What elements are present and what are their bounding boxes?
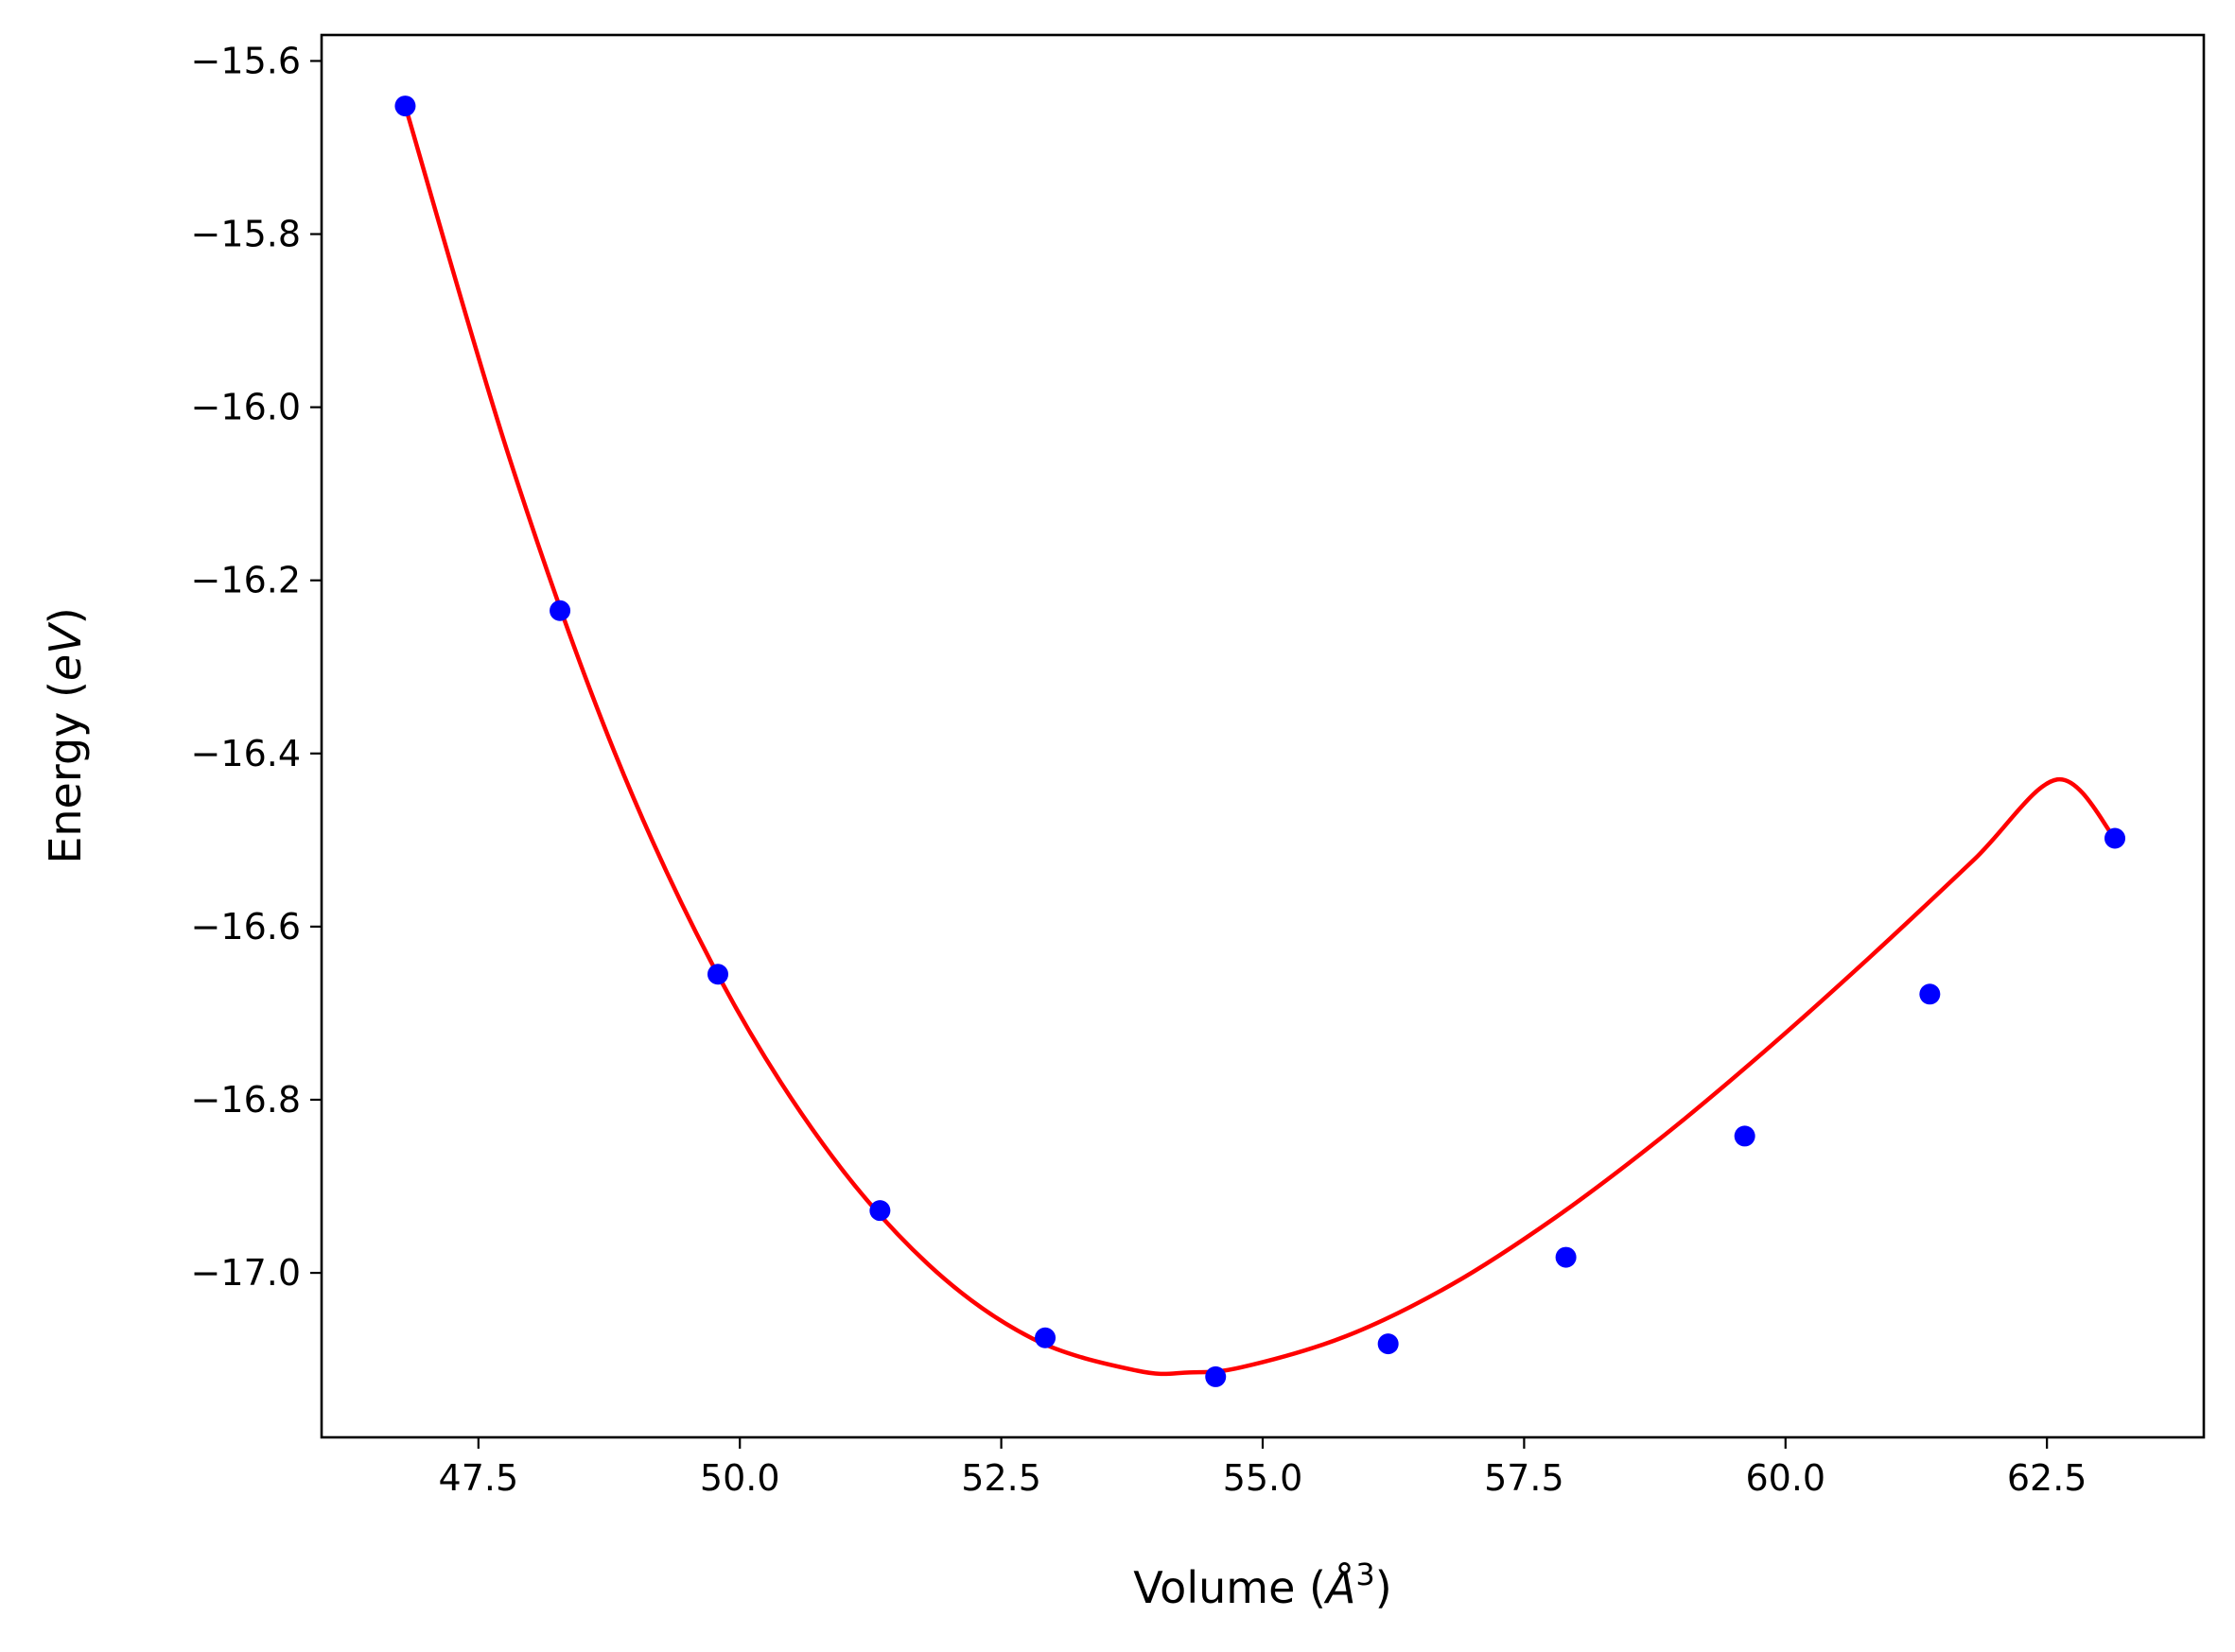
fit-curve-line: [403, 105, 2117, 1377]
y-tick-label: −16.2: [191, 560, 301, 601]
x-tick-label: 62.5: [2007, 1457, 2087, 1499]
y-tick-label: −16.4: [191, 733, 301, 774]
data-point: [550, 600, 571, 621]
axes-frame: [320, 33, 2206, 1439]
data-point: [1734, 1125, 1755, 1147]
x-tick-label: 52.5: [961, 1457, 1041, 1499]
y-tick-label: −15.6: [191, 40, 301, 81]
data-point: [1377, 1333, 1399, 1355]
x-tick-label: 60.0: [1745, 1457, 1825, 1499]
data-point: [1035, 1327, 1056, 1348]
y-axis-ticks: −15.6 −15.8 −16.0 −16.2 −16.4 −16.6 −16.8 −17.0: [191, 40, 322, 1294]
y-tick-label: −16.8: [191, 1079, 301, 1121]
y-tick-label: −16.6: [191, 906, 301, 948]
y-tick-label: −15.8: [191, 214, 301, 255]
data-point: [1555, 1246, 1577, 1268]
data-point: [2104, 827, 2126, 849]
data-point: [394, 96, 416, 117]
plot-area: [394, 96, 2126, 1387]
data-point: [1205, 1365, 1227, 1387]
x-tick-label: 57.5: [1484, 1457, 1564, 1499]
y-tick-label: −17.0: [191, 1252, 301, 1294]
x-tick-label: 50.0: [700, 1457, 780, 1499]
data-point: [1919, 983, 1941, 1005]
x-axis-ticks: 47.5 50.0 52.5 55.0 57.5 60.0 62.5: [439, 1437, 2087, 1499]
x-axis-label: Volume (Å3): [1133, 1556, 1391, 1613]
data-point: [707, 964, 729, 985]
data-point: [869, 1200, 891, 1222]
y-tick-label: −16.0: [191, 387, 301, 428]
x-tick-label: 47.5: [439, 1457, 519, 1499]
x-tick-label: 55.0: [1223, 1457, 1303, 1499]
y-axis-label: Energy (eV): [40, 607, 91, 863]
